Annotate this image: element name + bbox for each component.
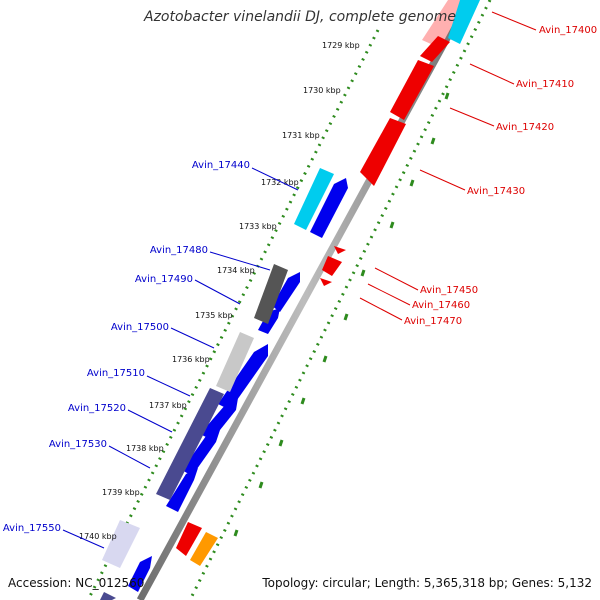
gene-avin-17440-block[interactable] [310, 178, 348, 238]
gene-label-right[interactable]: Avin_17460 [412, 300, 470, 311]
gene-label-right[interactable]: Avin_17430 [467, 186, 525, 197]
gene-avin-17450-block[interactable] [334, 246, 346, 254]
gene-label-right[interactable]: Avin_17400 [539, 25, 597, 36]
gene-label-left[interactable]: Avin_17550 [3, 523, 61, 534]
ruler-tick-label: 1729 kbp [322, 41, 360, 50]
gene-label-left[interactable]: Avin_17530 [49, 439, 107, 450]
ruler-tick-label: 1739 kbp [102, 488, 140, 497]
gene-red-lower-block[interactable] [176, 522, 202, 556]
gene-slate-bottom-block[interactable] [100, 592, 116, 600]
ruler-tick-label: 1738 kbp [126, 444, 164, 453]
gene-avin-17410-block[interactable] [390, 60, 434, 120]
ruler-tick-label: 1734 kbp [217, 266, 255, 275]
ruler-tick-label: 1730 kbp [303, 86, 341, 95]
gene-avin-17490-block[interactable] [272, 272, 300, 312]
gene-label-right[interactable]: Avin_17410 [516, 79, 574, 90]
left-leader-lines [62, 167, 299, 549]
gene-cyan-top-block[interactable] [448, 0, 480, 44]
topology-text: Topology: circular; Length: 5,365,318 bp… [262, 576, 592, 590]
ruler-tick-label: 1735 kbp [195, 311, 233, 320]
right-labels: Avin_17400 Avin_17410 Avin_17420 Avin_17… [404, 25, 597, 327]
gene-label-left[interactable]: Avin_17510 [87, 368, 145, 379]
gene-avin-17510-reverse[interactable] [156, 388, 224, 500]
gene-avin-17470-block[interactable] [320, 278, 332, 286]
ruler-tick-label: 1732 kbp [261, 178, 299, 187]
ruler-tick-label: 1736 kbp [172, 355, 210, 364]
ruler-tick-label: 1737 kbp [149, 401, 187, 410]
gene-label-left[interactable]: Avin_17520 [68, 403, 126, 414]
gene-label-right[interactable]: Avin_17470 [404, 316, 462, 327]
gene-avin-17400-block[interactable] [422, 0, 466, 48]
ruler-tick-label: 1731 kbp [282, 131, 320, 140]
gene-avin-17520-block[interactable] [200, 398, 238, 440]
gene-avin-17540-block[interactable] [166, 468, 198, 512]
gene-avin-17550-block[interactable] [128, 556, 152, 592]
ruler-tick-label: 1740 kbp [79, 532, 117, 541]
gene-orange-block[interactable] [190, 532, 218, 566]
gene-label-right[interactable]: Avin_17450 [420, 285, 478, 296]
gene-avin-17460-block[interactable] [322, 256, 342, 276]
gene-label-left[interactable]: Avin_17490 [135, 274, 193, 285]
gene-avin-17500-reverse[interactable] [216, 332, 254, 392]
right-leader-lines [359, 11, 537, 321]
gene-label-left[interactable]: Avin_17440 [192, 160, 250, 171]
gene-avin-17510-block[interactable] [218, 344, 268, 410]
gene-avin-17530-block[interactable] [182, 430, 220, 476]
gene-label-left[interactable]: Avin_17480 [150, 245, 208, 256]
gene-avin-17550-reverse[interactable] [102, 520, 140, 568]
ruler-dash-ticks [233, 92, 450, 537]
gene-avin-17420-block[interactable] [360, 118, 406, 186]
genome-title: Azotobacter vinelandii DJ, complete geno… [144, 9, 456, 25]
accession-text: Accession: NC_012560 [8, 576, 145, 590]
left-labels: Avin_17440 Avin_17480 Avin_17490 Avin_17… [3, 160, 250, 534]
gene-avin-17480-block[interactable] [254, 264, 288, 324]
gene-red-block[interactable] [420, 36, 450, 62]
gene-label-right[interactable]: Avin_17420 [496, 122, 554, 133]
ruler-line-left [86, 29, 380, 600]
ruler-tick-label: 1733 kbp [239, 222, 277, 231]
ruler-tick-labels: 1729 kbp 1730 kbp 1731 kbp 1732 kbp 1733… [79, 41, 360, 541]
gene-avin-17440-reverse[interactable] [294, 168, 334, 230]
gene-label-left[interactable]: Avin_17500 [111, 322, 169, 333]
reverse-genes [176, 0, 466, 566]
forward-genes [128, 178, 348, 592]
